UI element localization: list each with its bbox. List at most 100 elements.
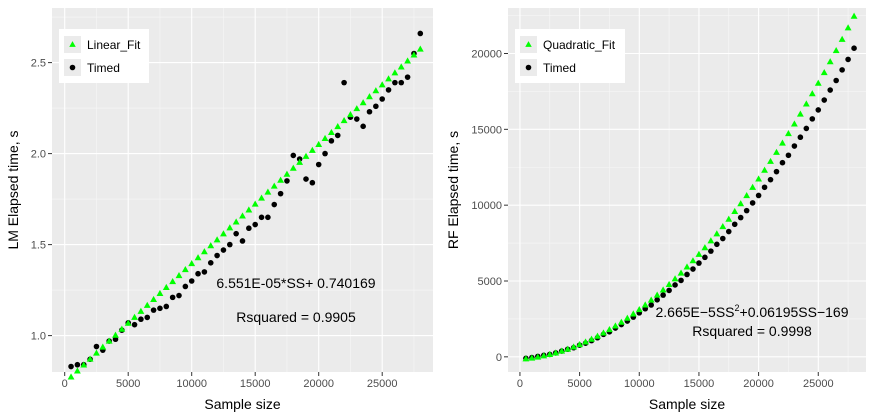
fit-point: [359, 99, 367, 106]
fit-point: [647, 296, 655, 303]
timed-point: [714, 241, 720, 248]
timed-point: [809, 116, 816, 122]
y-tick-label: 1.0: [31, 331, 46, 343]
timed-point: [767, 176, 774, 183]
fit-point: [528, 354, 536, 361]
fit-point: [755, 175, 763, 182]
timed-point: [731, 221, 738, 228]
fit-point: [767, 157, 774, 164]
timed-point: [696, 260, 702, 266]
fit-point: [635, 305, 643, 313]
timed-point: [220, 247, 227, 253]
x-tick-label: 20000: [743, 378, 774, 390]
timed-point: [737, 214, 744, 221]
fit-point: [416, 45, 424, 52]
fit-point: [701, 244, 709, 251]
legend-triangle-marker: [525, 41, 532, 47]
y-tick-label: 2.0: [31, 149, 46, 161]
x-tick-label: 15000: [240, 378, 271, 390]
legend-circle-marker: [69, 64, 76, 71]
fit-point: [683, 263, 691, 270]
timed-point: [322, 150, 328, 157]
x-tick-label: 5000: [116, 378, 140, 390]
timed-point: [708, 248, 714, 254]
fit-point: [302, 152, 310, 159]
legend-label-fit: Linear_Fit: [87, 38, 141, 52]
x-tick-label: 25000: [367, 378, 398, 390]
x-tick-label: 0: [517, 378, 523, 390]
fit-point: [653, 291, 661, 298]
fit-point: [112, 331, 119, 338]
timed-point: [666, 287, 672, 294]
fit-point: [277, 176, 285, 183]
timed-point: [131, 321, 138, 328]
fit-point: [378, 81, 386, 88]
fit-point: [397, 63, 405, 70]
fit-point: [245, 206, 253, 213]
timed-point: [284, 178, 290, 184]
timed-point: [233, 230, 239, 237]
fit-point: [162, 283, 170, 291]
timed-point: [246, 225, 252, 232]
timed-point: [660, 292, 666, 298]
fit-point: [334, 122, 342, 130]
timed-point: [176, 292, 182, 299]
timed-point: [366, 108, 373, 115]
fit-point: [315, 140, 323, 147]
timed-point: [725, 228, 732, 235]
fit-equation-prefix: 2.665E−5SS: [655, 304, 734, 320]
fit-point: [552, 349, 560, 356]
fit-point: [689, 257, 697, 264]
timed-point: [392, 79, 398, 86]
fit-point: [118, 325, 126, 332]
timed-point: [684, 271, 690, 278]
fit-point: [86, 355, 94, 362]
fit-point: [600, 329, 607, 336]
timed-point: [150, 307, 157, 313]
timed-point: [290, 152, 297, 159]
fit-point: [588, 335, 595, 342]
timed-point: [182, 283, 189, 290]
fit-point: [327, 128, 335, 136]
x-tick-label: 10000: [176, 378, 207, 390]
fit-point: [372, 87, 380, 94]
fit-point: [150, 295, 158, 302]
timed-point: [755, 192, 762, 199]
fit-point: [534, 353, 542, 360]
y-tick-label: 2.5: [31, 58, 46, 70]
fit-point: [321, 134, 329, 141]
fit-point: [749, 183, 757, 190]
legend-circle-marker: [525, 64, 532, 71]
timed-point: [188, 278, 195, 284]
fit-point: [594, 332, 601, 339]
legend-triangle-marker: [69, 41, 76, 47]
timed-point: [797, 134, 804, 141]
x-tick-label: 5000: [567, 378, 591, 390]
fit-equation: 6.551E-05*SS+ 0.740169: [216, 275, 375, 291]
timed-point: [138, 316, 144, 323]
legend-label-timed: Timed: [87, 61, 120, 75]
fit-point: [194, 254, 202, 261]
fit-point: [629, 310, 637, 317]
y-tick-label: 0: [496, 352, 502, 364]
timed-point: [417, 30, 424, 37]
timed-point: [277, 190, 284, 197]
timed-point: [815, 107, 822, 113]
timed-point: [791, 143, 798, 149]
fit-equation: 2.665E−5SS2+0.06195SS−169: [655, 303, 848, 320]
timed-point: [315, 161, 322, 168]
fit-point: [347, 111, 354, 118]
fit-point: [258, 194, 265, 201]
timed-point: [404, 74, 411, 80]
fit-point: [239, 212, 246, 219]
fit-point: [391, 69, 399, 76]
lm-chart-panel: 0 5000 10000 15000 20000 25000 1.0 1.5 2.0 2.5 Sam…: [5, 8, 433, 412]
rsquared-label: Rsquared = 0.9998: [692, 323, 812, 339]
fit-point: [124, 319, 132, 326]
timed-point: [195, 270, 201, 277]
timed-point: [385, 87, 392, 93]
fit-point: [785, 130, 792, 137]
timed-point: [303, 176, 309, 182]
timed-point: [779, 159, 786, 166]
